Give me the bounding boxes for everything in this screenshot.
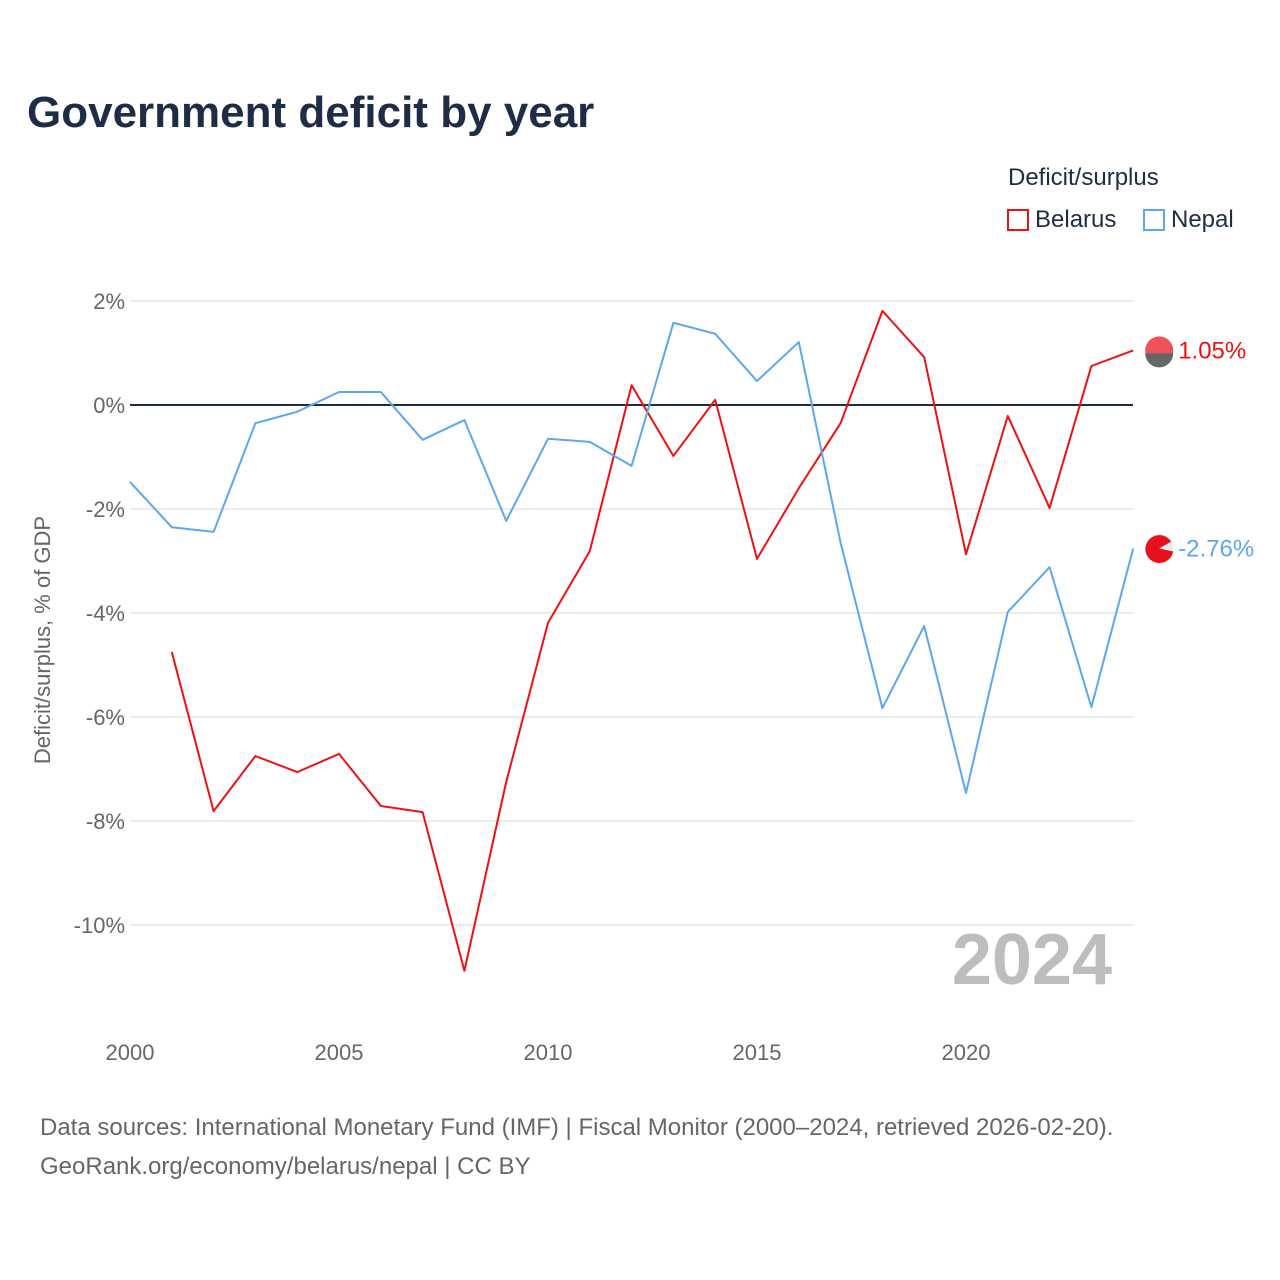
x-tick-label: 2005 xyxy=(315,1040,364,1065)
y-axis-label: Deficit/surplus, % of GDP xyxy=(30,516,55,764)
end-label-belarus: 1.05% xyxy=(1178,337,1246,364)
source-line-2: GeoRank.org/economy/belarus/nepal | CC B… xyxy=(40,1153,531,1180)
flag-nepal-red xyxy=(1145,535,1174,564)
year-watermark: 2024 xyxy=(952,920,1112,1000)
legend-swatch-nepal xyxy=(1143,209,1165,231)
x-tick-label: 2000 xyxy=(106,1040,155,1065)
chart-title: Government deficit by year xyxy=(27,88,595,137)
series-line-belarus xyxy=(170,309,1134,972)
legend-item-belarus[interactable]: Belarus xyxy=(1007,206,1116,234)
legend-label-belarus: Belarus xyxy=(1035,206,1117,233)
x-tick-label: 2015 xyxy=(733,1040,782,1065)
y-tick-label: 0% xyxy=(93,393,125,418)
legend-label-nepal: Nepal xyxy=(1171,206,1234,233)
y-tick-label: -4% xyxy=(86,601,125,626)
y-tick-label: -6% xyxy=(86,705,125,730)
legend-item-nepal[interactable]: Nepal xyxy=(1143,206,1234,234)
y-tick-label: -8% xyxy=(86,809,125,834)
flag-belarus-green-band xyxy=(1145,353,1174,368)
y-tick-label: -2% xyxy=(86,497,125,522)
legend-title: Deficit/surplus xyxy=(1008,164,1159,191)
y-tick-label: -10% xyxy=(74,913,125,938)
end-label-nepal: -2.76% xyxy=(1178,536,1254,563)
source-note: Data sources: International Monetary Fun… xyxy=(40,1108,1113,1186)
source-line-1: Data sources: International Monetary Fun… xyxy=(40,1114,1114,1141)
y-tick-label: 2% xyxy=(93,289,125,314)
x-tick-label: 2010 xyxy=(524,1040,573,1065)
series-line-nepal xyxy=(129,321,1135,794)
legend-swatch-belarus xyxy=(1007,209,1029,231)
x-tick-label: 2020 xyxy=(942,1040,991,1065)
